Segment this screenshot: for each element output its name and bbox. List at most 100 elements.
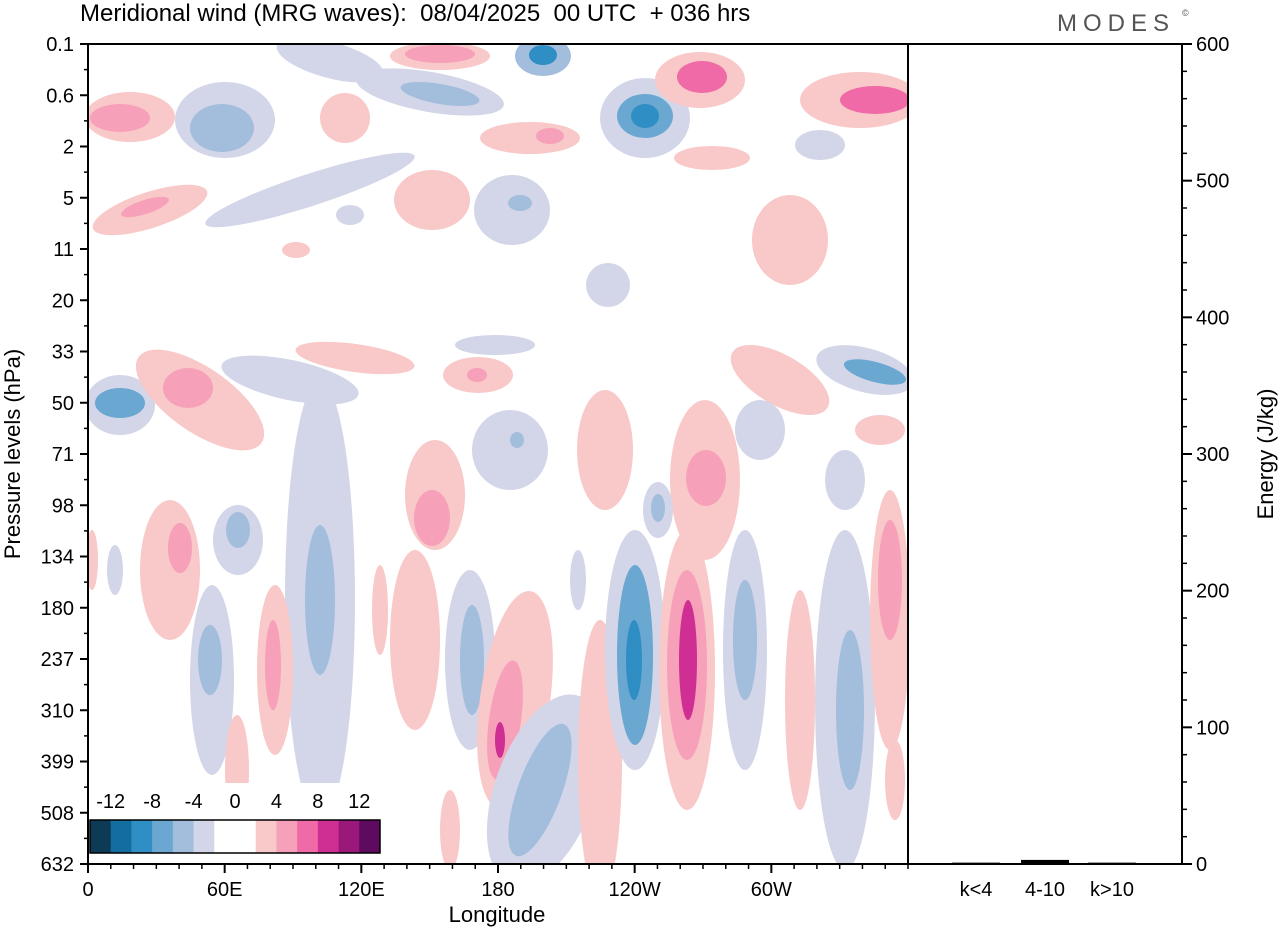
energy-bar [952, 862, 1000, 864]
colorbar-label: 8 [312, 791, 323, 813]
energy-tick-label: 500 [1196, 171, 1229, 193]
colorbar-swatch [172, 820, 195, 853]
contour-pos [577, 390, 633, 510]
contour-pos [495, 722, 505, 758]
colorbar-label: -4 [185, 791, 203, 813]
contour-pos [90, 104, 150, 132]
contour-pos [536, 128, 564, 144]
contour-neg [474, 175, 550, 245]
contour-neg [276, 44, 384, 83]
contour-neg [510, 432, 524, 448]
colorbar-label: 0 [229, 791, 240, 813]
contour-pos [88, 530, 98, 590]
colorbar-swatch [193, 820, 215, 853]
energy-tick-label: 400 [1196, 307, 1229, 329]
contour-neg [631, 104, 659, 128]
y-tick-label: 2 [63, 137, 74, 159]
y-tick-label: 237 [41, 649, 74, 671]
colorbar-swatch [276, 820, 298, 853]
contour-pos [320, 93, 370, 143]
colorbar-swatch [152, 820, 174, 853]
contour-field [88, 44, 908, 864]
contour-neg [400, 81, 480, 107]
contour-neg [843, 359, 907, 385]
energy-category-label: 4-10 [1025, 879, 1065, 901]
colorbar-swatch [317, 820, 340, 853]
energy-category-label: k<4 [960, 879, 993, 901]
contour-pos [440, 790, 460, 864]
contour-pos [785, 590, 815, 810]
colorbar-label: 12 [348, 791, 370, 813]
energy-tick-label: 300 [1196, 444, 1229, 466]
y-tick-label: 71 [52, 444, 74, 466]
contour-neg [570, 550, 586, 610]
contour-pos [686, 450, 726, 506]
energy-axis-title: Energy (J/kg) [1253, 389, 1278, 520]
contour-neg [508, 195, 532, 211]
contour-pos [885, 740, 905, 820]
colorbar-swatch [338, 820, 360, 853]
colorbar-swatch [255, 820, 277, 853]
y-tick-label: 0.6 [46, 85, 74, 107]
contour-neg [455, 335, 535, 355]
brand-logo: MODES [1057, 10, 1176, 37]
y-axis-title: Pressure levels (hPa) [0, 349, 25, 559]
contour-pos [282, 242, 310, 258]
colorbar-label: -12 [96, 791, 125, 813]
x-tick-label: 60E [207, 879, 243, 901]
colorbar-label: 4 [271, 791, 282, 813]
contour-pos [414, 490, 450, 546]
y-tick-label: 11 [53, 239, 74, 261]
contour-pos [163, 368, 213, 408]
y-tick-label: 98 [52, 495, 74, 517]
x-tick-label: 60W [751, 879, 792, 901]
colorbar-swatch [214, 820, 236, 853]
colorbar-swatch [110, 820, 132, 853]
y-tick-label: 508 [41, 803, 74, 825]
energy-category-label: k>10 [1090, 879, 1134, 901]
contour-pos [679, 600, 697, 720]
contour-pos [467, 368, 487, 382]
x-tick-label: 180 [481, 879, 514, 901]
copyright-mark: © [1182, 8, 1189, 18]
contour-pos [480, 122, 580, 154]
longitude-axis: 0 60E 120E 180 120W 60W [82, 864, 909, 901]
x-tick-label: 120W [609, 879, 661, 901]
contour-pos [752, 195, 828, 285]
x-tick-label: 0 [82, 879, 93, 901]
contour-pos [394, 170, 470, 230]
colorbar-label: -8 [143, 791, 161, 813]
colorbar-swatch [297, 820, 319, 853]
y-tick-label: 632 [41, 854, 74, 876]
contour-pos [140, 500, 200, 640]
pressure-axis: 0.1 0.6 2 5 11 20 33 50 71 98 134 180 237 310 399 508 63… [41, 34, 88, 876]
contour-neg [205, 152, 415, 228]
energy-tick-label: 0 [1196, 854, 1207, 876]
contour-neg [336, 205, 364, 225]
contour-pos [168, 523, 192, 573]
contour-pos [121, 196, 169, 218]
energy-tick-label: 100 [1196, 717, 1229, 739]
energy-bar [1021, 859, 1069, 864]
colorbar-frame [89, 819, 381, 854]
contour-neg [226, 512, 250, 548]
contour-neg [529, 45, 557, 65]
y-tick-label: 180 [41, 598, 74, 620]
contour-neg [735, 400, 785, 460]
y-tick-label: 310 [41, 700, 74, 722]
contour-neg [508, 723, 572, 857]
y-tick-label: 50 [52, 393, 74, 415]
contour-pos [878, 520, 902, 640]
contour-pos [855, 415, 905, 445]
energy-tick-label: 600 [1196, 34, 1229, 56]
y-tick-label: 20 [52, 290, 74, 312]
colorbar-swatch [90, 820, 112, 853]
energy-bars: k<4 4-10 k>10 [952, 859, 1136, 901]
colorbar-swatch [359, 820, 381, 853]
y-tick-label: 33 [52, 342, 74, 364]
contour-neg [472, 410, 548, 490]
colorbar: -12 -8 -4 0 4 8 12 [88, 783, 384, 864]
contour-pos [265, 620, 281, 710]
contour-pos [405, 45, 475, 63]
contour-neg [198, 625, 222, 695]
